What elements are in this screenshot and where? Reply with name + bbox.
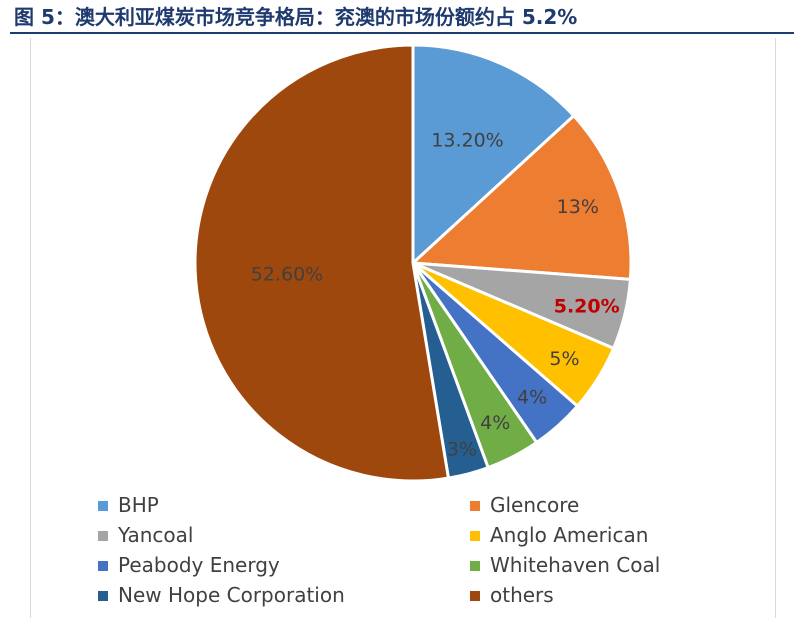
legend-item-whitehaven-coal: Whitehaven Coal — [470, 550, 660, 580]
chart-legend: BHP Glencore Yancoal Anglo American Peabody … — [0, 490, 802, 607]
legend-swatch-peabody-energy — [98, 561, 108, 571]
legend-label-whitehaven-coal: Whitehaven Coal — [490, 553, 661, 577]
legend-swatch-glencore — [470, 501, 480, 511]
legend-swatch-whitehaven-coal — [470, 561, 480, 571]
legend-label-glencore: Glencore — [490, 493, 580, 517]
pie-chart: 13.20%13%5.20%5%4%4%3%52.60% — [193, 43, 633, 483]
legend-item-bhp: BHP — [98, 490, 159, 520]
legend-item-peabody-energy: Peabody Energy — [98, 550, 280, 580]
legend-item-others: others — [470, 580, 554, 610]
pie-slice-bhp — [411, 43, 576, 265]
legend-label-others: others — [490, 583, 554, 607]
data-label-whitehaven-coal: 4% — [480, 412, 510, 434]
data-label-new-hope-corporation: 3% — [447, 439, 477, 461]
legend-swatch-anglo-american — [470, 531, 480, 541]
legend-swatch-others — [470, 591, 480, 601]
legend-item-anglo-american: Anglo American — [470, 520, 648, 550]
legend-item-yancoal: Yancoal — [98, 520, 193, 550]
figure-caption: 图 5：澳大利亚煤炭市场竞争格局：兖澳的市场份额约占 5.2% — [14, 5, 578, 29]
data-label-peabody-energy: 4% — [517, 386, 547, 408]
legend-label-anglo-american: Anglo American — [490, 523, 649, 547]
pie-slice-glencore — [411, 114, 633, 281]
legend-swatch-yancoal — [98, 531, 108, 541]
legend-label-peabody-energy: Peabody Energy — [118, 553, 280, 577]
chart-frame — [30, 38, 776, 618]
data-label-glencore: 13% — [557, 196, 599, 218]
data-label-yancoal: 5.20% — [554, 295, 620, 317]
pie-slice-others — [193, 43, 450, 483]
legend-label-new-hope-corporation: New Hope Corporation — [118, 583, 345, 607]
data-label-others: 52.60% — [251, 263, 323, 285]
legend-item-glencore: Glencore — [470, 490, 579, 520]
legend-label-bhp: BHP — [118, 493, 159, 517]
legend-item-new-hope-corporation: New Hope Corporation — [98, 580, 345, 610]
legend-swatch-new-hope-corporation — [98, 591, 108, 601]
legend-label-yancoal: Yancoal — [118, 523, 194, 547]
legend-swatch-bhp — [98, 501, 108, 511]
caption-underline — [10, 32, 794, 34]
data-label-anglo-american: 5% — [549, 348, 579, 370]
data-label-bhp: 13.20% — [431, 129, 503, 151]
